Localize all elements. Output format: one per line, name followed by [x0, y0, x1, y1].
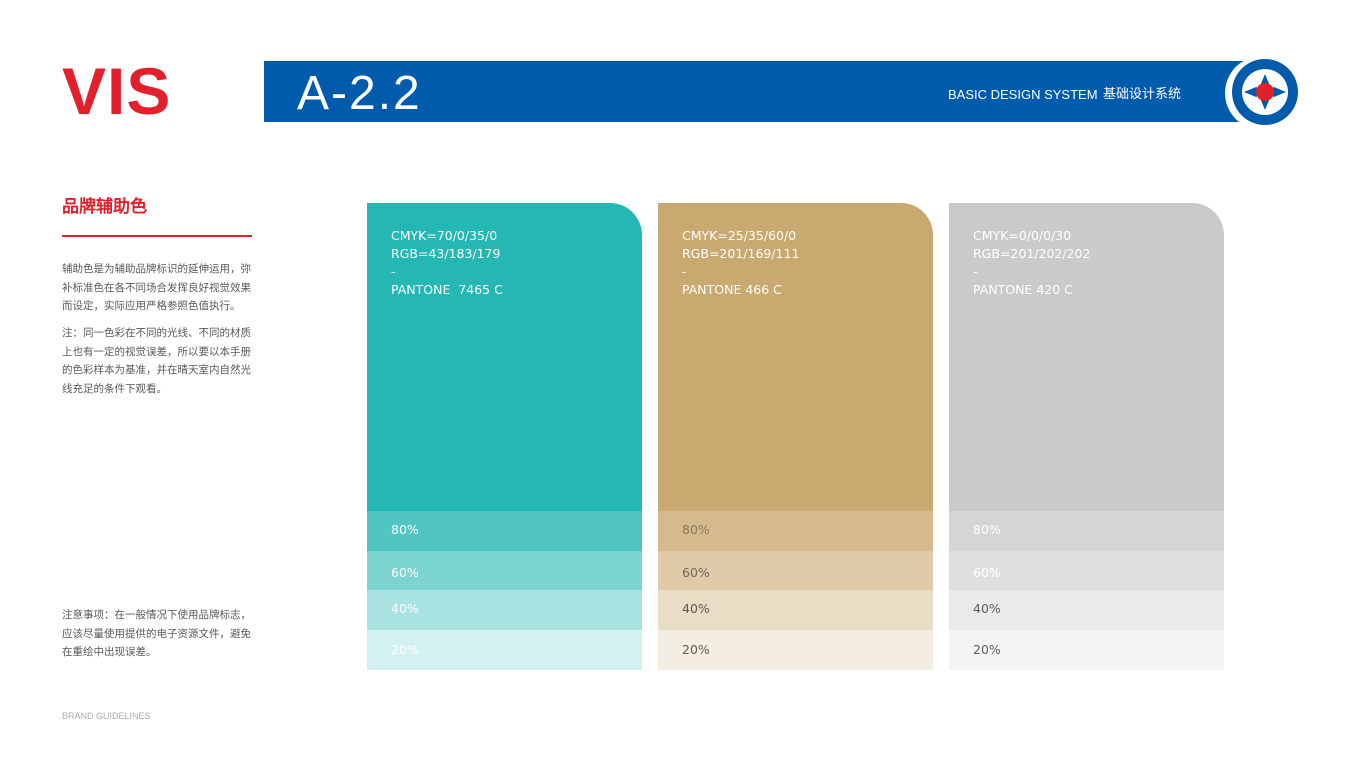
tint-label: 80%: [973, 522, 1001, 537]
header-subtitle-en: BASIC DESIGN SYSTEM: [948, 87, 1098, 102]
tint-60-block: 60%: [949, 551, 1224, 590]
swatch-teal: CMYK=70/0/35/0 RGB=43/183/179 - PANTONE 746…: [367, 203, 642, 670]
pantone-value: PANTONE 420 C: [973, 282, 1073, 297]
tint-label: 20%: [973, 642, 1001, 657]
tint-20-block: 20%: [949, 630, 1224, 670]
tint-label: 80%: [682, 522, 710, 537]
tint-20-block: 20%: [658, 630, 933, 670]
footer-label: BRAND GUIDELINES: [62, 711, 151, 721]
tint-label: 60%: [973, 565, 1001, 580]
target-icon: [1225, 56, 1299, 130]
vis-logo: VIS: [62, 54, 172, 128]
tint-label: 60%: [682, 565, 710, 580]
header-subtitle-cn: 基础设计系统: [1103, 87, 1182, 102]
tint-label: 80%: [391, 522, 419, 537]
note-paragraph: 注：同一色彩在不同的光线、不同的材质上也有一定的视觉误差，所以要以本手册的色彩样…: [62, 327, 251, 395]
header-bar: [264, 61, 1254, 122]
section-divider: [62, 235, 252, 237]
tint-label: 60%: [391, 565, 419, 580]
swatch-gold: CMYK=25/35/60/0 RGB=201/169/111 - PANTONE 4…: [658, 203, 933, 670]
tint-40-block: 40%: [949, 590, 1224, 630]
tint-40-block: 40%: [367, 590, 642, 630]
tint-40-block: 40%: [658, 590, 933, 630]
swatch-color-values: CMYK=0/0/0/30 RGB=201/202/202 - PANTONE 420…: [973, 227, 1090, 299]
caution-paragraph: 注意事项：在一般情况下使用品牌标志，应该尽量使用提供的电子资源文件，避免在重绘中…: [62, 609, 251, 658]
rgb-value: RGB=201/202/202: [973, 246, 1091, 261]
tint-label: 40%: [682, 601, 710, 616]
pantone-value: PANTONE 466 C: [682, 282, 782, 297]
section-title: 品牌辅助色: [62, 197, 147, 217]
tint-label: 20%: [391, 642, 419, 657]
rgb-value: RGB=201/169/111: [682, 246, 800, 261]
rgb-value: RGB=43/183/179: [391, 246, 501, 261]
cmyk-value: CMYK=0/0/0/30: [973, 228, 1072, 243]
page-code: A-2.2: [297, 67, 422, 120]
separator-dash: -: [973, 264, 978, 279]
swatch-main-color: CMYK=0/0/0/30 RGB=201/202/202 - PANTONE 420…: [949, 203, 1224, 511]
tint-20-block: 20%: [367, 630, 642, 670]
swatch-color-values: CMYK=25/35/60/0 RGB=201/169/111 - PANTONE 4…: [682, 227, 799, 299]
tint-80-block: 80%: [658, 511, 933, 551]
swatch-main-color: CMYK=70/0/35/0 RGB=43/183/179 - PANTONE 746…: [367, 203, 642, 511]
pantone-value: PANTONE 7465 C: [391, 282, 503, 297]
cmyk-value: CMYK=25/35/60/0: [682, 228, 797, 243]
tint-80-block: 80%: [367, 511, 642, 551]
description-paragraph: 辅助色是为辅助品牌标识的延伸运用，弥补标准色在各不同场合发挥良好视觉效果而设定，…: [62, 263, 251, 312]
tint-label: 20%: [682, 642, 710, 657]
separator-dash: -: [391, 264, 396, 279]
tint-60-block: 60%: [367, 551, 642, 590]
cmyk-value: CMYK=70/0/35/0: [391, 228, 498, 243]
tint-80-block: 80%: [949, 511, 1224, 551]
tint-label: 40%: [973, 601, 1001, 616]
separator-dash: -: [682, 264, 687, 279]
tint-label: 40%: [391, 601, 419, 616]
swatch-gray: CMYK=0/0/0/30 RGB=201/202/202 - PANTONE 420…: [949, 203, 1224, 670]
swatch-main-color: CMYK=25/35/60/0 RGB=201/169/111 - PANTONE 4…: [658, 203, 933, 511]
swatch-color-values: CMYK=70/0/35/0 RGB=43/183/179 - PANTONE 746…: [391, 227, 503, 299]
tint-60-block: 60%: [658, 551, 933, 590]
